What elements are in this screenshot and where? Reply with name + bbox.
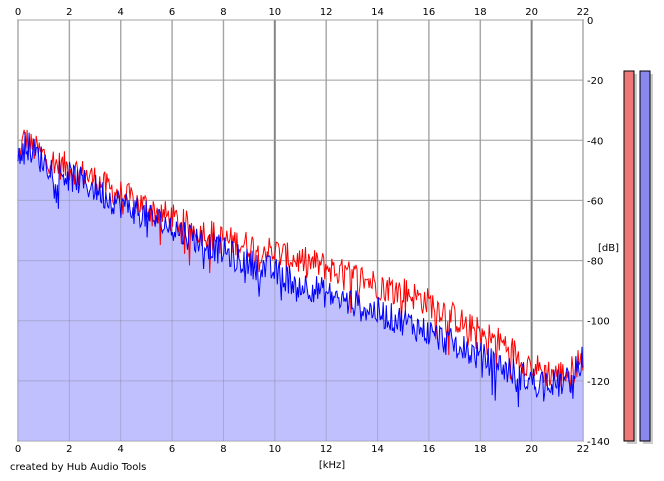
y-tick-label: -100 xyxy=(587,317,610,328)
x-tick-label-top: 2 xyxy=(66,7,72,18)
y-tick-label: -140 xyxy=(587,437,610,448)
meter-right xyxy=(639,70,651,442)
y-tick-label: -40 xyxy=(587,136,603,147)
x-tick-label-top: 12 xyxy=(320,7,333,18)
x-tick-label-bottom: 16 xyxy=(423,444,436,455)
x-ticks-top: 0 2 4 6 8 10 12 14 16 18 20 22 xyxy=(15,7,590,18)
x-tick-label-top: 8 xyxy=(220,7,226,18)
y-tick-label: 0 xyxy=(587,16,593,27)
x-tick-label-top: 16 xyxy=(423,7,436,18)
y-tick-label: -60 xyxy=(587,196,603,207)
x-tick-label-top: 6 xyxy=(169,7,175,18)
x-tick-label-top: 10 xyxy=(268,7,281,18)
x-tick-label-bottom: 6 xyxy=(169,444,175,455)
credit-text: created by Hub Audio Tools xyxy=(10,462,147,473)
x-tick-label-bottom: 12 xyxy=(320,444,333,455)
series-line-red xyxy=(17,129,584,393)
x-tick-label-top: 14 xyxy=(371,7,384,18)
x-tick-label-bottom: 10 xyxy=(268,444,281,455)
level-meters xyxy=(623,70,653,444)
y-ticks: 0 -20 -40 -60 -80 -100 -120 -140 xyxy=(587,16,610,448)
spectrum-fill xyxy=(17,19,584,442)
series-line-blue xyxy=(17,132,584,408)
x-tick-label-bottom: 22 xyxy=(577,444,590,455)
y-tick-label: -20 xyxy=(587,76,603,87)
x-tick-label-bottom: 20 xyxy=(525,444,538,455)
spectrum-area xyxy=(18,132,583,441)
x-tick-label-bottom: 8 xyxy=(220,444,226,455)
meter-left xyxy=(623,70,635,442)
y-tick-label: -120 xyxy=(587,377,610,388)
x-tick-label-bottom: 0 xyxy=(15,444,21,455)
x-tick-label-top: 18 xyxy=(474,7,487,18)
x-ticks-bottom: 0 2 4 6 8 10 12 14 16 18 20 22 xyxy=(15,444,590,455)
y-axis-label: [dB] xyxy=(598,243,619,254)
x-tick-label-bottom: 14 xyxy=(371,444,384,455)
x-tick-label-bottom: 18 xyxy=(474,444,487,455)
x-tick-label-top: 20 xyxy=(525,7,538,18)
x-tick-label-bottom: 4 xyxy=(118,444,124,455)
y-tick-label: -80 xyxy=(587,257,603,268)
x-tick-label-top: 22 xyxy=(577,7,590,18)
x-axis-label: [kHz] xyxy=(319,460,345,471)
x-tick-label-top: 0 xyxy=(15,7,21,18)
series-group xyxy=(17,129,584,408)
x-tick-label-bottom: 2 xyxy=(66,444,72,455)
x-tick-label-top: 4 xyxy=(118,7,124,18)
